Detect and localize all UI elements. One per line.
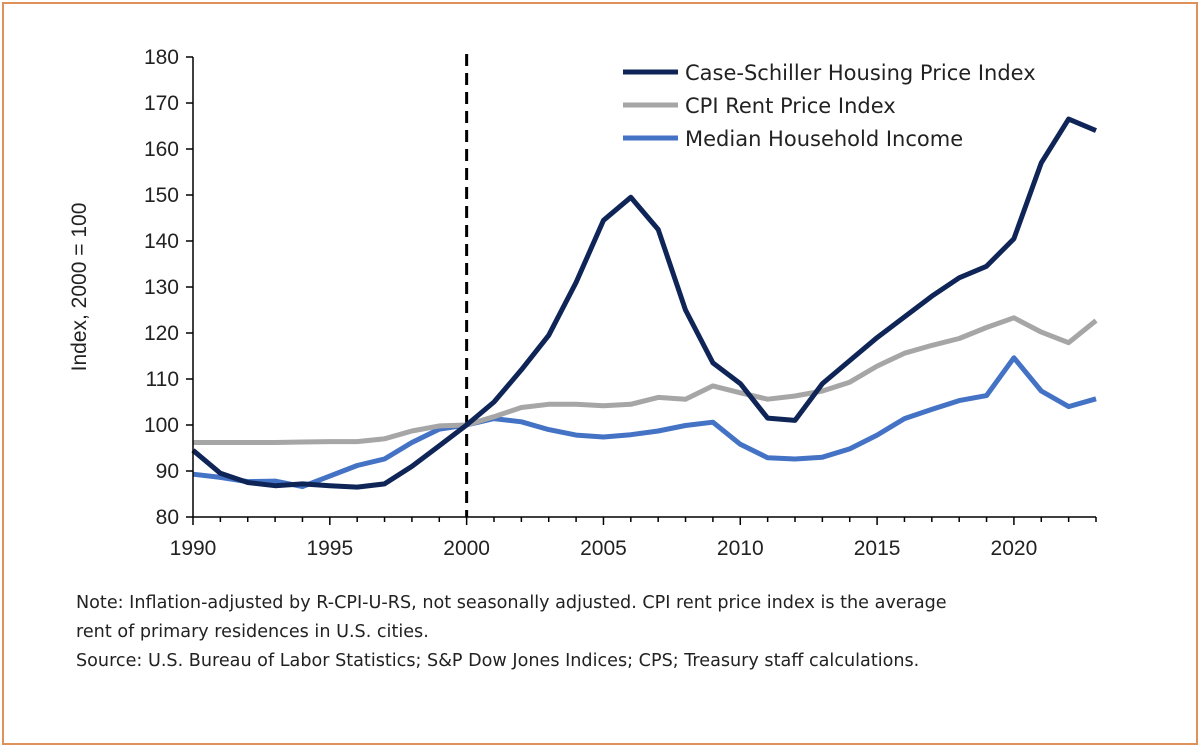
- series-line-case-schiller-housing-price-index: [191, 116, 1097, 490]
- series-line-median-household-income: [192, 355, 1097, 490]
- series-lines: [191, 116, 1098, 490]
- x-tick-label: 2000: [443, 537, 490, 560]
- y-tick-label: 160: [144, 138, 179, 161]
- axes: 80 90 100 110 120 130 140 150 160 170 180 1990 1995 2…: [144, 46, 1097, 560]
- y-tick-label: 110: [146, 368, 179, 391]
- legend: Case-Schiller Housing Price Index CPI Ren…: [623, 61, 1036, 151]
- legend-label: Case-Schiller Housing Price Index: [685, 61, 1036, 85]
- note-line-3: Source: U.S. Bureau of Labor Statistics;…: [76, 651, 920, 671]
- x-tick-label: 2010: [717, 537, 764, 560]
- y-tick-label: 100: [144, 414, 179, 437]
- y-tick-label: 150: [144, 184, 179, 207]
- legend-label: Median Household Income: [685, 127, 963, 151]
- y-tick-label: 130: [144, 276, 179, 299]
- chart-notes: Note: Inflation-adjusted by R-CPI-U-RS, …: [76, 589, 1176, 676]
- y-axis-title: Index, 2000 = 100: [68, 203, 91, 372]
- y-tick-label: 140: [144, 230, 179, 253]
- y-tick-label: 90: [156, 460, 179, 483]
- series-line-cpi-rent-price-index: [193, 315, 1098, 445]
- x-tick-label: 2005: [580, 537, 627, 560]
- y-tick-label: 80: [156, 506, 179, 529]
- y-tick-label: 120: [144, 322, 179, 345]
- x-tick-label: 1995: [306, 537, 353, 560]
- note-line-1: Note: Inflation-adjusted by R-CPI-U-RS, …: [76, 593, 947, 613]
- y-axis-title-group: Index, 2000 = 100: [68, 203, 91, 372]
- y-tick-label: 180: [144, 46, 179, 69]
- note-line-2: rent of primary residences in U.S. citie…: [76, 622, 429, 642]
- y-tick-label: 170: [144, 92, 179, 115]
- legend-label: CPI Rent Price Index: [685, 94, 896, 118]
- x-tick-label: 2020: [991, 537, 1038, 560]
- x-tick-label: 1990: [170, 537, 217, 560]
- x-tick-label: 2015: [854, 537, 901, 560]
